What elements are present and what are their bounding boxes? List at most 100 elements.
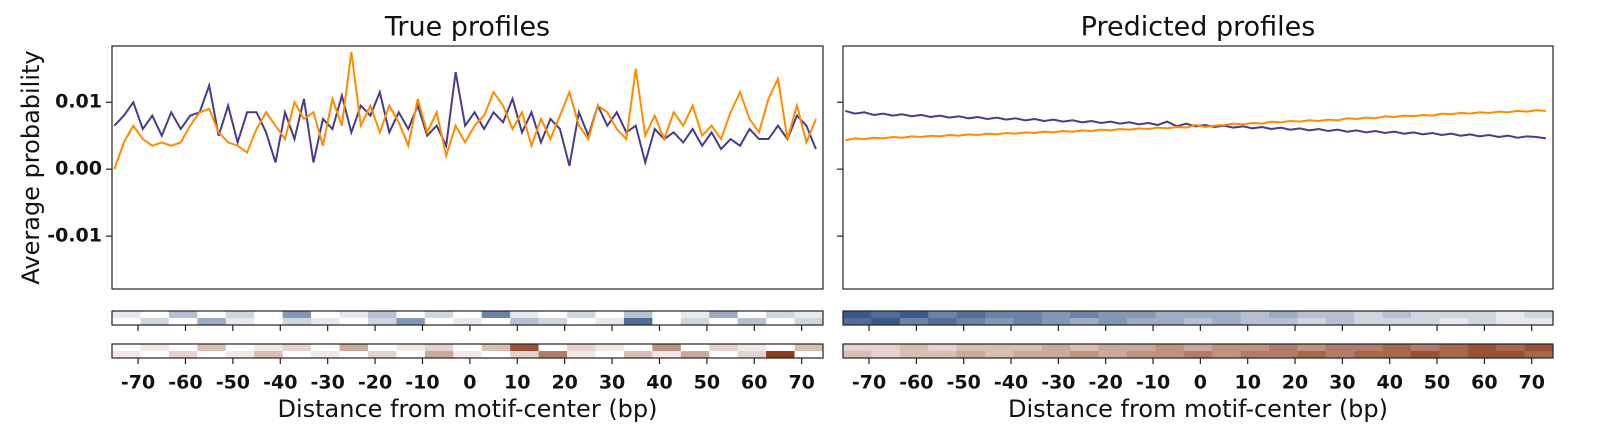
heatmap-cell: [510, 351, 539, 359]
heatmap-cell: [424, 351, 454, 359]
heatmap-cell: [481, 344, 511, 352]
x-tick-label: -70: [121, 372, 155, 394]
heatmap-cell: [652, 344, 682, 352]
heatmap-cell: [871, 351, 901, 359]
heatmap-cell: [538, 318, 568, 326]
heatmap-frame: [111, 343, 824, 359]
heatmap-cell: [928, 318, 957, 326]
heatmap-cell: [311, 311, 340, 319]
heatmap-cell: [1013, 318, 1043, 326]
heatmap-cell: [112, 318, 141, 326]
y-tick-label: 0.01: [55, 91, 102, 113]
heatmap-cell: [339, 344, 369, 352]
heatmap-cell: [985, 311, 1014, 319]
heatmap-cell: [453, 344, 483, 352]
heatmap-cell: [1297, 311, 1327, 319]
heatmap-cell: [794, 318, 824, 326]
heatmap-cell: [225, 344, 255, 352]
x-tick-label: -70: [852, 372, 886, 394]
heatmap-cell: [1496, 318, 1525, 326]
heatmap-cell: [339, 351, 369, 359]
heatmap-cell: [623, 351, 653, 359]
heatmap-cell: [339, 318, 369, 326]
heatmap-cell: [396, 344, 426, 352]
heatmap-cell: [1496, 351, 1525, 359]
heatmap-cell: [843, 318, 872, 326]
heatmap-cell: [737, 318, 767, 326]
heatmap-cell: [1041, 318, 1071, 326]
x-axis-label: Distance from motif-center (bp): [277, 395, 657, 423]
heatmap-cell: [1269, 351, 1298, 359]
heatmap-cell: [1496, 311, 1525, 319]
heatmap-cell: [168, 344, 198, 352]
x-tick-label: -50: [947, 372, 981, 394]
heatmap-cell: [538, 344, 568, 352]
x-tick-label: 0: [463, 372, 476, 394]
x-tick-label: -10: [405, 372, 439, 394]
profile-line: [113, 51, 817, 170]
heatmap-cell: [1212, 351, 1241, 359]
x-tick-label: 50: [694, 372, 720, 394]
heatmap-cell: [766, 311, 795, 319]
heatmap-cell: [339, 311, 369, 319]
heatmap-cell: [928, 311, 957, 319]
heatmap-cell: [623, 344, 653, 352]
x-tick-label: 20: [551, 372, 577, 394]
x-tick-label: -60: [168, 372, 202, 394]
heatmap-cell: [1240, 351, 1270, 359]
heatmap-cell: [538, 311, 568, 319]
heatmap-cell: [453, 318, 483, 326]
heatmap-cell: [1070, 318, 1099, 326]
heatmap-cell: [899, 318, 929, 326]
x-tick-label: 60: [1471, 372, 1497, 394]
heatmap-cell: [168, 351, 198, 359]
heatmap-cell: [1297, 318, 1327, 326]
x-tick-label: 10: [504, 372, 530, 394]
heatmap-cell: [1524, 318, 1554, 326]
heatmap-cell: [225, 311, 255, 319]
heatmap-cell: [1183, 311, 1213, 319]
heatmap-cell: [396, 351, 426, 359]
heatmap-cell: [843, 344, 872, 352]
heatmap-cell: [367, 344, 397, 352]
heatmap-cell: [737, 351, 767, 359]
heatmap-cell: [709, 351, 738, 359]
heatmap-cell: [928, 351, 957, 359]
heatmap-cell: [1212, 311, 1241, 319]
heatmap-cell: [928, 344, 957, 352]
heatmap-cell: [1127, 318, 1156, 326]
heatmap-cell: [254, 351, 283, 359]
heatmap-cell: [1155, 351, 1185, 359]
heatmap-cell: [680, 318, 710, 326]
heatmap-cell: [1524, 344, 1554, 352]
heatmap-cell: [140, 311, 170, 319]
heatmap-cell: [1382, 344, 1412, 352]
heatmap-cell: [112, 311, 141, 319]
heatmap-cell: [481, 351, 511, 359]
heatmap-cell: [680, 344, 710, 352]
heatmap-cell: [737, 311, 767, 319]
x-tick-label: -50: [216, 372, 250, 394]
heatmap-cell: [1240, 311, 1270, 319]
heatmap-cell: [424, 311, 454, 319]
heatmap-cell: [1467, 344, 1497, 352]
heatmap-cell: [1013, 311, 1043, 319]
heatmap-cell: [1070, 344, 1099, 352]
heatmap-cell: [168, 318, 198, 326]
x-tick-label: 20: [1282, 372, 1308, 394]
x-axis-label: Distance from motif-center (bp): [1008, 395, 1388, 423]
heatmap-cell: [282, 311, 312, 319]
heatmap-cell: [766, 344, 795, 352]
x-tick-label: 10: [1234, 372, 1260, 394]
heatmap-cell: [595, 311, 625, 319]
heatmap-cell: [1070, 311, 1099, 319]
x-tick-label: 50: [1424, 372, 1450, 394]
heatmap-cell: [1127, 344, 1156, 352]
heatmap-cell: [396, 318, 426, 326]
x-tick-label: 60: [741, 372, 767, 394]
heatmap-cell: [843, 351, 872, 359]
heatmap-cell: [899, 351, 929, 359]
heatmap-cell: [1467, 351, 1497, 359]
heatmap-cell: [225, 318, 255, 326]
heatmap-cell: [1013, 344, 1043, 352]
